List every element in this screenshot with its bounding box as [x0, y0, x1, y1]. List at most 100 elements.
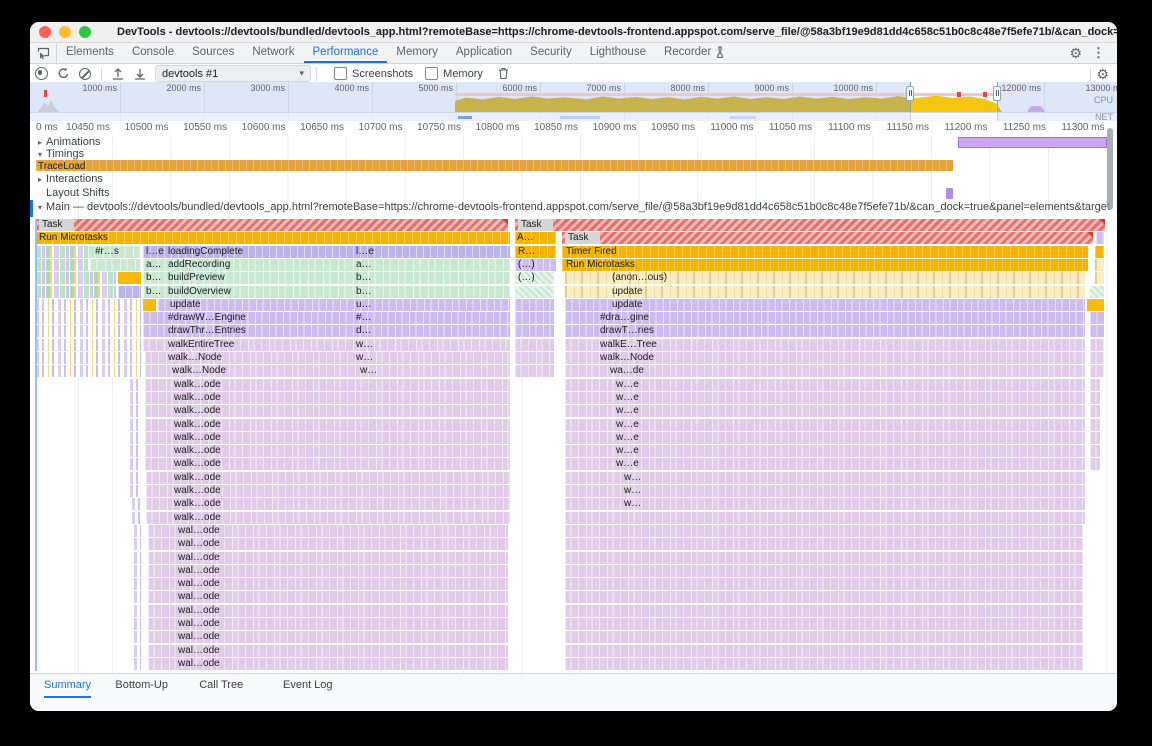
- flame-event-bar[interactable]: [145, 365, 510, 378]
- flame-event-bar[interactable]: [90, 258, 140, 271]
- flame-event-bar[interactable]: [515, 245, 556, 258]
- flame-event-bar[interactable]: [1096, 232, 1104, 245]
- flame-event-bar[interactable]: [146, 511, 510, 524]
- flame-event-bar[interactable]: [36, 338, 141, 351]
- flame-event-bar[interactable]: [134, 551, 141, 564]
- flame-event-bar[interactable]: [148, 564, 508, 577]
- flame-event-bar[interactable]: [143, 245, 510, 258]
- flame-event-bar[interactable]: [134, 591, 141, 604]
- flame-event-bar[interactable]: [36, 352, 141, 364]
- flame-event-bar[interactable]: [130, 458, 141, 471]
- flame-event-bar[interactable]: [148, 524, 508, 537]
- flame-event-bar[interactable]: [145, 391, 510, 404]
- timeline-overview[interactable]: 1000 ms 2000 ms 3000 ms 4000 ms 5000 ms 6000 …: [30, 82, 1117, 121]
- flame-event-bar[interactable]: [134, 644, 141, 657]
- flame-event-bar[interactable]: [130, 405, 141, 418]
- track-main[interactable]: ▾ Main — devtools://devtools/bundled/devt…: [38, 201, 1111, 213]
- flame-event-bar[interactable]: [515, 298, 554, 311]
- traceload-timing-bar[interactable]: [36, 160, 953, 171]
- flame-event-bar[interactable]: [515, 325, 554, 338]
- flame-event-bar[interactable]: [515, 285, 554, 298]
- close-window-button[interactable]: [39, 26, 51, 38]
- flame-event-bar[interactable]: [565, 538, 1083, 551]
- screenshots-checkbox[interactable]: [334, 67, 347, 80]
- save-profile-button[interactable]: [129, 66, 151, 82]
- flame-event-bar[interactable]: [1090, 338, 1104, 351]
- flame-event-bar[interactable]: [562, 258, 1088, 271]
- flame-event-bar[interactable]: [130, 445, 141, 458]
- clear-button[interactable]: [74, 66, 96, 82]
- flame-event-bar[interactable]: [88, 245, 140, 258]
- animation-event-bar[interactable]: [958, 137, 1107, 148]
- flame-event-bar[interactable]: [148, 578, 508, 591]
- details-tab-call-tree[interactable]: Call Tree: [199, 679, 244, 691]
- flame-event-bar[interactable]: [145, 458, 510, 471]
- flame-event-bar[interactable]: [148, 591, 508, 604]
- flame-event-bar[interactable]: [1090, 365, 1104, 378]
- zoom-window-button[interactable]: [79, 26, 91, 38]
- flame-event-bar[interactable]: [565, 285, 1085, 298]
- flame-event-bar[interactable]: [515, 338, 554, 351]
- flame-event-bar[interactable]: [565, 551, 1083, 564]
- flame-event-bar[interactable]: [143, 258, 510, 271]
- flame-event-bar[interactable]: [565, 338, 1085, 351]
- flame-event-bar[interactable]: [1090, 325, 1104, 338]
- flame-event-bar[interactable]: [565, 352, 1085, 364]
- flame-event-bar[interactable]: [562, 232, 1093, 245]
- memory-checkbox-group[interactable]: Memory: [425, 67, 483, 80]
- flame-event-bar[interactable]: [1095, 258, 1104, 271]
- flame-event-bar[interactable]: [143, 325, 510, 338]
- settings-gear-icon[interactable]: ⚙: [1069, 45, 1082, 61]
- tab-lighthouse[interactable]: Lighthouse: [589, 46, 646, 58]
- flame-event-bar[interactable]: [565, 312, 1085, 325]
- flame-event-bar[interactable]: [36, 365, 141, 378]
- flame-event-bar[interactable]: [1087, 298, 1104, 311]
- flame-event-bar[interactable]: [118, 285, 141, 298]
- flame-event-bar[interactable]: [145, 418, 510, 431]
- flame-event-bar[interactable]: [565, 591, 1083, 604]
- flame-event-bar[interactable]: [143, 312, 510, 325]
- flame-event-bar[interactable]: [565, 631, 1083, 644]
- flame-event-bar[interactable]: [145, 352, 510, 364]
- flame-event-bar[interactable]: [130, 378, 141, 391]
- flame-event-bar[interactable]: [565, 578, 1083, 591]
- memory-checkbox[interactable]: [425, 67, 439, 80]
- track-timings[interactable]: ▾ Timings: [38, 148, 85, 160]
- flame-event-bar[interactable]: [565, 524, 1083, 537]
- flame-event-bar[interactable]: [36, 272, 116, 285]
- flame-event-bar[interactable]: [148, 604, 508, 617]
- flame-event-bar[interactable]: [145, 405, 510, 418]
- flame-event-bar[interactable]: [130, 431, 141, 444]
- flame-event-bar[interactable]: [515, 258, 556, 271]
- flame-event-bar[interactable]: [148, 644, 508, 657]
- flame-event-bar[interactable]: [118, 272, 141, 285]
- flame-event-bar[interactable]: [515, 365, 554, 378]
- flame-event-bar[interactable]: [565, 618, 1083, 630]
- flame-event-bar[interactable]: [148, 538, 508, 551]
- flame-event-bar[interactable]: [36, 232, 510, 245]
- tab-sources[interactable]: Sources: [192, 46, 235, 58]
- flame-event-bar[interactable]: [36, 219, 508, 231]
- flame-event-bar[interactable]: [145, 378, 510, 391]
- flame-event-bar[interactable]: [132, 511, 141, 524]
- twisty-collapsed-icon[interactable]: ▸: [38, 138, 43, 147]
- flame-event-bar[interactable]: [565, 298, 1085, 311]
- flame-event-bar[interactable]: [1090, 418, 1100, 431]
- history-select[interactable]: devtools #1 ▾: [155, 65, 311, 82]
- flame-event-bar[interactable]: [132, 498, 141, 511]
- flame-event-bar[interactable]: [1090, 285, 1104, 298]
- load-profile-button[interactable]: [107, 66, 129, 82]
- track-animations[interactable]: ▸ Animations: [38, 136, 101, 148]
- flame-event-bar[interactable]: [565, 418, 1085, 431]
- tab-performance[interactable]: Performance: [303, 43, 388, 63]
- flame-event-bar[interactable]: [1090, 312, 1104, 325]
- minimize-window-button[interactable]: [59, 26, 71, 38]
- flame-event-bar[interactable]: [134, 631, 141, 644]
- flame-event-bar[interactable]: [146, 485, 510, 497]
- flame-event-bar[interactable]: [515, 219, 1105, 231]
- twisty-expanded-icon[interactable]: ▾: [38, 203, 43, 212]
- flame-event-bar[interactable]: [36, 312, 141, 325]
- flame-event-bar[interactable]: [565, 644, 1083, 657]
- details-tab-event-log[interactable]: Event Log: [283, 679, 333, 691]
- flame-event-bar[interactable]: [36, 298, 141, 311]
